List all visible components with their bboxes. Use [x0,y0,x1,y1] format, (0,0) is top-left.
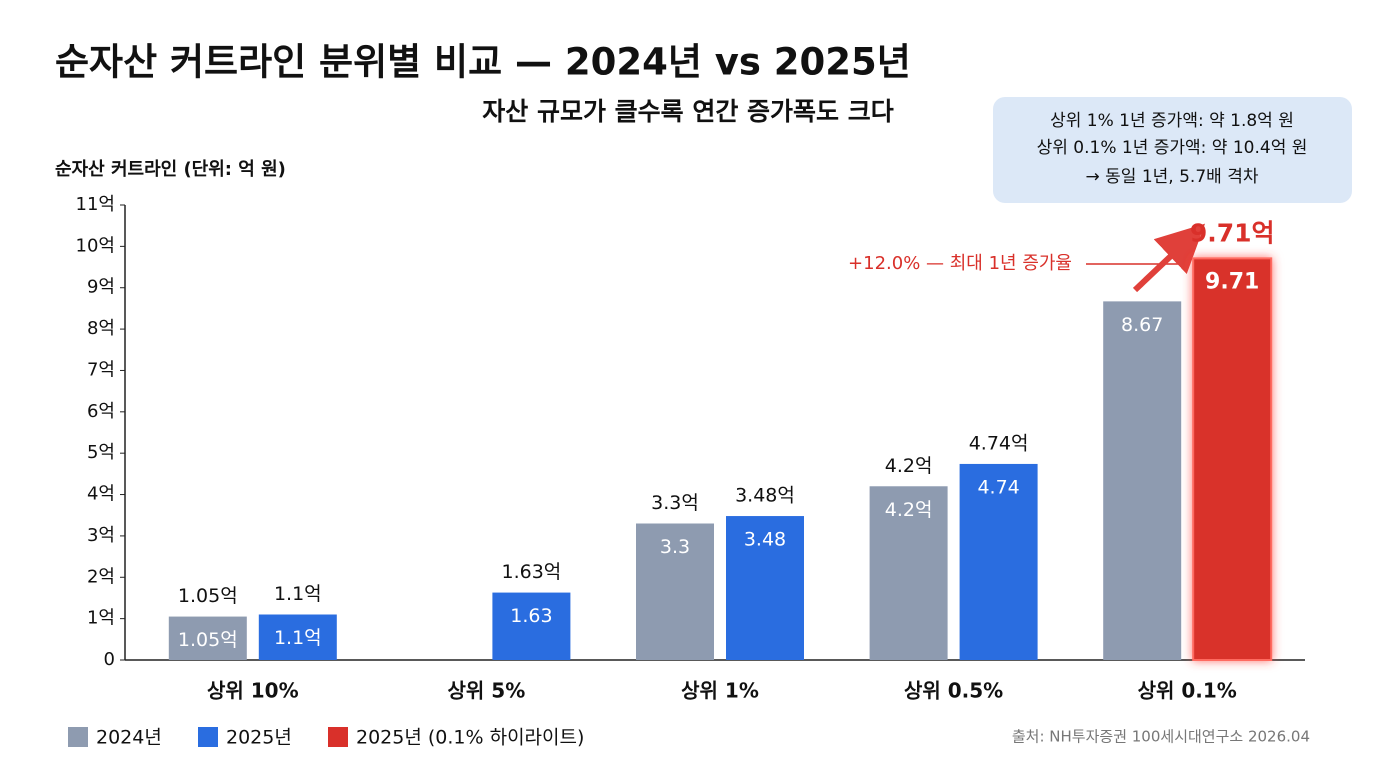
bar-inner-label: 4.74 [977,476,1019,498]
x-tick-label: 상위 10% [207,679,299,703]
info-line: 상위 1% 1년 증가액: 약 1.8억 원 [1050,111,1294,131]
info-line: → 동일 1년, 5.7배 격차 [1086,167,1259,187]
legend-label: 2024년 [96,727,162,749]
bar-value-label: 1.63억 [502,561,562,583]
y-tick-label: 5억 [87,442,115,463]
y-axis-label: 순자산 커트라인 (단위: 억 원) [55,159,286,180]
y-tick-label: 7억 [87,359,115,380]
bar-inner-label: 3.3 [660,536,690,558]
bar [1192,257,1273,661]
legend-swatch [68,727,88,747]
y-tick-label: 11억 [76,194,115,215]
bar [492,592,571,660]
chart-title: 순자산 커트라인 분위별 비교 — 2024년 vs 2025년 [55,41,911,84]
bar [869,486,948,660]
bar [959,463,1038,660]
bar [258,614,337,660]
bar [1103,301,1182,660]
bar [168,616,247,660]
bar-value-label: 9.71억 [1190,218,1275,247]
bar-value-label: 3.48억 [735,485,795,507]
x-tick-label: 상위 0.5% [904,679,1003,703]
legend-swatch [328,727,348,747]
bar-inner-label: 1.63 [510,605,552,627]
y-tick-label: 6억 [87,401,115,422]
bar-inner-label: 9.71 [1205,269,1259,294]
bar-inner-label: 1.1억 [274,627,322,649]
bar-inner-label: 8.67 [1121,314,1163,336]
bar [726,516,804,660]
legend-label: 2025년 [226,727,292,749]
legend-swatch [198,727,218,747]
chart-subtitle: 자산 규모가 클수록 연간 증가폭도 크다 [482,97,894,126]
bar [636,523,714,660]
y-tick-label: 8억 [87,318,115,339]
annotation-arrow [1132,223,1206,293]
y-tick-label: 9억 [87,277,115,298]
bar-value-label: 1.05억 [178,585,238,607]
bar-value-label: 3.3억 [651,492,699,514]
y-tick-label: 0 [104,649,115,670]
bar-inner-label: 3.48 [744,529,786,551]
info-box [993,97,1352,203]
info-line: 상위 0.1% 1년 증가액: 약 10.4억 원 [1037,138,1308,158]
x-tick-label: 상위 0.1% [1138,679,1237,703]
y-tick-label: 3억 [87,525,115,546]
x-tick-label: 상위 5% [448,679,526,703]
source: 출처: NH투자증권 100세시대연구소 2026.04 [1012,728,1310,746]
bar-inner-label: 4.2억 [885,499,933,521]
bar-value-label: 4.2억 [885,455,933,477]
y-tick-label: 2억 [87,566,115,587]
bar-inner-label: 1.05억 [178,629,238,651]
annotation: +12.0% — 최대 1년 증가율 [848,253,1072,274]
bar-value-label: 1.1억 [274,583,322,605]
y-tick-label: 4억 [87,484,115,505]
x-tick-label: 상위 1% [681,679,759,703]
legend-label: 2025년 (0.1% 하이라이트) [356,727,584,749]
y-tick-label: 1억 [87,608,115,629]
bar-value-label: 4.74억 [969,432,1029,454]
y-tick-label: 10억 [76,235,115,256]
